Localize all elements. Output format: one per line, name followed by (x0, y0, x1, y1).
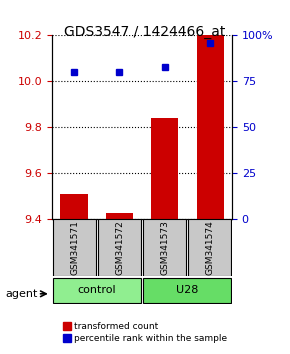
Text: GSM341572: GSM341572 (115, 221, 124, 275)
Bar (151, 118, 178, 219)
Text: GSM341573: GSM341573 (160, 220, 169, 275)
Text: control: control (78, 285, 117, 295)
FancyBboxPatch shape (53, 219, 96, 276)
Text: GSM341571: GSM341571 (70, 220, 79, 275)
Bar (197, 35, 224, 219)
Bar (106, 213, 133, 219)
FancyBboxPatch shape (98, 219, 141, 276)
Legend: transformed count, percentile rank within the sample: transformed count, percentile rank withi… (59, 319, 231, 347)
Text: agent: agent (6, 289, 38, 299)
FancyBboxPatch shape (53, 278, 141, 303)
FancyBboxPatch shape (143, 219, 186, 276)
Text: GDS3547 / 1424466_at: GDS3547 / 1424466_at (64, 25, 226, 39)
Text: GSM341574: GSM341574 (205, 221, 214, 275)
FancyBboxPatch shape (188, 219, 231, 276)
Bar (60, 194, 88, 219)
Text: U28: U28 (176, 285, 198, 295)
FancyBboxPatch shape (143, 278, 231, 303)
